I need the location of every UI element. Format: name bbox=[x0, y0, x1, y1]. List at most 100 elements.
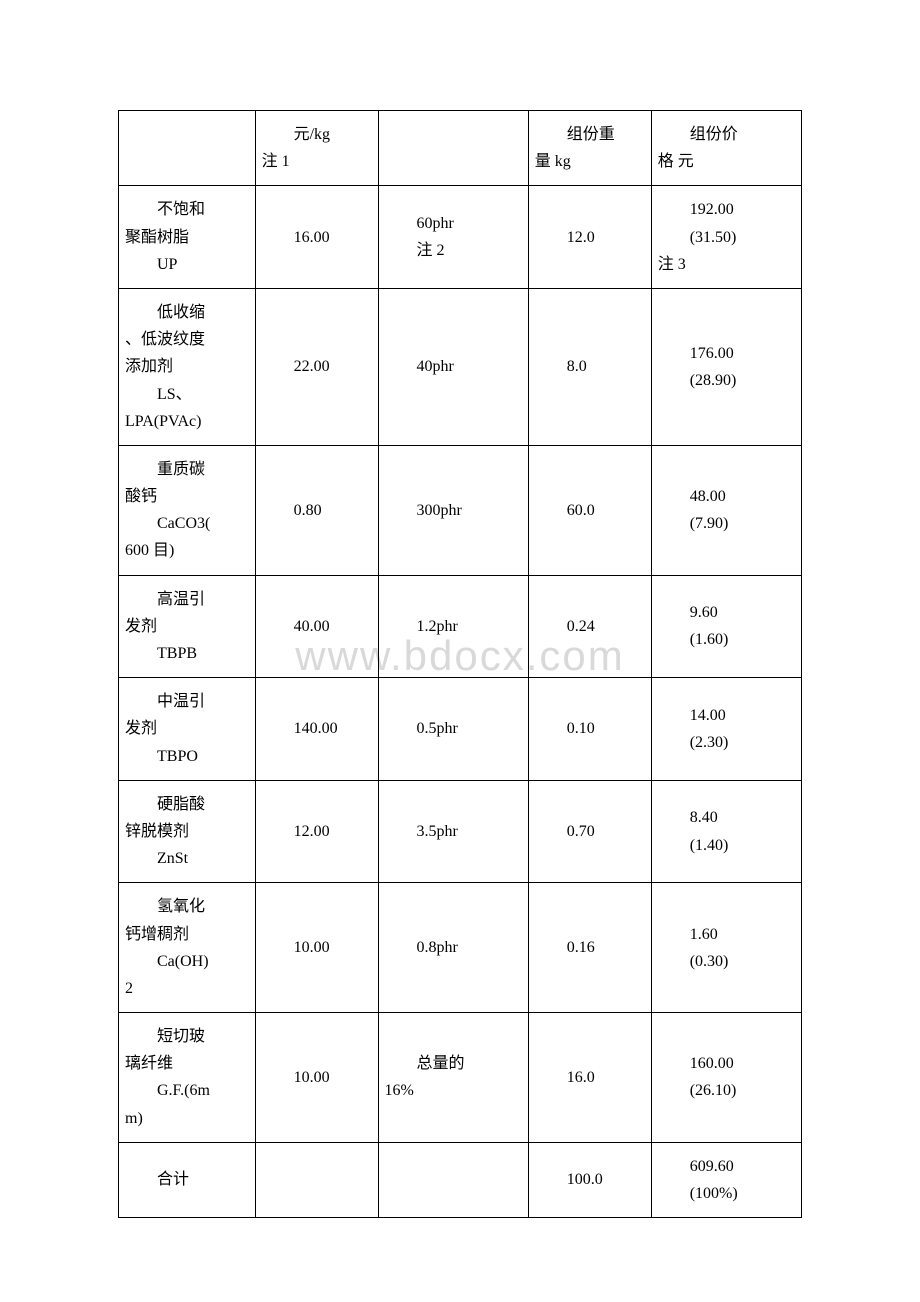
header-col2: 元/kg 注 1 bbox=[255, 111, 378, 186]
header-col5: 组份价 格 元 bbox=[651, 111, 801, 186]
amount-cell: 0.8phr bbox=[378, 883, 528, 1013]
weight-cell: 0.70 bbox=[528, 780, 651, 883]
footer-label-cell: 合计 bbox=[119, 1142, 256, 1217]
row3-name2: 发剂 bbox=[125, 613, 249, 640]
row5-cost2: (1.40) bbox=[658, 832, 795, 859]
row4-name1: 中温引 bbox=[125, 688, 249, 715]
amount-cell: 总量的 16% bbox=[378, 1013, 528, 1143]
row7-name4: m) bbox=[125, 1105, 249, 1132]
row3-name1: 高温引 bbox=[125, 586, 249, 613]
amount-cell: 300phr bbox=[378, 445, 528, 575]
row0-amount2: 注 2 bbox=[385, 237, 522, 264]
row3-weight: 0.24 bbox=[535, 613, 645, 640]
cost-cell: 160.00 (26.10) bbox=[651, 1013, 801, 1143]
row5-price: 12.00 bbox=[262, 818, 372, 845]
row4-cost1: 14.00 bbox=[658, 702, 795, 729]
row5-name3: ZnSt bbox=[125, 845, 249, 872]
row7-amount2: 16% bbox=[385, 1077, 522, 1104]
table-header-row: 元/kg 注 1 组份重 量 kg 组份价 格 元 bbox=[119, 111, 802, 186]
row7-name3: G.F.(6m bbox=[125, 1077, 249, 1104]
header-cost-label2: 格 元 bbox=[658, 148, 795, 175]
row2-cost2: (7.90) bbox=[658, 510, 795, 537]
weight-cell: 16.0 bbox=[528, 1013, 651, 1143]
material-name-cell: 低收缩 、低波纹度 添加剂 LS、 LPA(PVAc) bbox=[119, 288, 256, 445]
table-row: 不饱和 聚酯树脂 UP 16.00 60phr 注 2 12.0 192.00 … bbox=[119, 186, 802, 289]
table-footer-row: 合计 100.0 609.60 (100%) bbox=[119, 1142, 802, 1217]
material-name-cell: 短切玻 璃纤维 G.F.(6m m) bbox=[119, 1013, 256, 1143]
header-cost-label1: 组份价 bbox=[658, 121, 795, 148]
row1-price: 22.00 bbox=[262, 353, 372, 380]
header-price-note: 注 1 bbox=[262, 148, 372, 175]
table-row: 重质碳 酸钙 CaCO3( 600 目) 0.80 300phr 60.0 48… bbox=[119, 445, 802, 575]
row3-cost1: 9.60 bbox=[658, 599, 795, 626]
row7-cost1: 160.00 bbox=[658, 1050, 795, 1077]
footer-cost2: (100%) bbox=[658, 1180, 795, 1207]
row3-cost2: (1.60) bbox=[658, 626, 795, 653]
material-name-cell: 不饱和 聚酯树脂 UP bbox=[119, 186, 256, 289]
weight-cell: 60.0 bbox=[528, 445, 651, 575]
footer-amount-cell bbox=[378, 1142, 528, 1217]
weight-cell: 8.0 bbox=[528, 288, 651, 445]
row4-name3: TBPO bbox=[125, 743, 249, 770]
cost-cell: 48.00 (7.90) bbox=[651, 445, 801, 575]
table-row: 低收缩 、低波纹度 添加剂 LS、 LPA(PVAc) 22.00 40phr … bbox=[119, 288, 802, 445]
row0-weight: 12.0 bbox=[535, 224, 645, 251]
row1-name5: LPA(PVAc) bbox=[125, 408, 249, 435]
row7-amount1: 总量的 bbox=[385, 1050, 522, 1077]
row6-weight: 0.16 bbox=[535, 934, 645, 961]
row2-amount: 300phr bbox=[385, 497, 522, 524]
cost-cell: 9.60 (1.60) bbox=[651, 575, 801, 678]
amount-cell: 40phr bbox=[378, 288, 528, 445]
weight-cell: 0.10 bbox=[528, 678, 651, 781]
row0-amount1: 60phr bbox=[385, 210, 522, 237]
footer-cost1: 609.60 bbox=[658, 1153, 795, 1180]
row1-name3: 添加剂 bbox=[125, 353, 249, 380]
material-name-cell: 重质碳 酸钙 CaCO3( 600 目) bbox=[119, 445, 256, 575]
row6-name2: 钙增稠剂 bbox=[125, 921, 249, 948]
price-cell: 140.00 bbox=[255, 678, 378, 781]
row6-name3: Ca(OH) bbox=[125, 948, 249, 975]
table-row: 硬脂酸 锌脱模剂 ZnSt 12.00 3.5phr 0.70 8.40 (1.… bbox=[119, 780, 802, 883]
row6-cost1: 1.60 bbox=[658, 921, 795, 948]
row1-cost1: 176.00 bbox=[658, 340, 795, 367]
row2-name2: 酸钙 bbox=[125, 483, 249, 510]
cost-cell: 176.00 (28.90) bbox=[651, 288, 801, 445]
header-col1 bbox=[119, 111, 256, 186]
row3-amount: 1.2phr bbox=[385, 613, 522, 640]
row6-cost2: (0.30) bbox=[658, 948, 795, 975]
row2-name1: 重质碳 bbox=[125, 456, 249, 483]
row0-cost2: (31.50) bbox=[658, 224, 795, 251]
row7-name1: 短切玻 bbox=[125, 1023, 249, 1050]
price-cell: 40.00 bbox=[255, 575, 378, 678]
row4-price: 140.00 bbox=[262, 715, 372, 742]
header-col4: 组份重 量 kg bbox=[528, 111, 651, 186]
row0-name2: 聚酯树脂 bbox=[125, 224, 249, 251]
row1-cost2: (28.90) bbox=[658, 367, 795, 394]
amount-cell: 3.5phr bbox=[378, 780, 528, 883]
header-weight-label2: 量 kg bbox=[535, 148, 645, 175]
row0-name1: 不饱和 bbox=[125, 196, 249, 223]
row5-cost1: 8.40 bbox=[658, 804, 795, 831]
cost-cell: 8.40 (1.40) bbox=[651, 780, 801, 883]
material-name-cell: 氢氧化 钙增稠剂 Ca(OH) 2 bbox=[119, 883, 256, 1013]
table-row: 中温引 发剂 TBPO 140.00 0.5phr 0.10 14.00 (2.… bbox=[119, 678, 802, 781]
material-name-cell: 硬脂酸 锌脱模剂 ZnSt bbox=[119, 780, 256, 883]
cost-cell: 14.00 (2.30) bbox=[651, 678, 801, 781]
row3-price: 40.00 bbox=[262, 613, 372, 640]
row7-price: 10.00 bbox=[262, 1064, 372, 1091]
row7-weight: 16.0 bbox=[535, 1064, 645, 1091]
weight-cell: 12.0 bbox=[528, 186, 651, 289]
row2-weight: 60.0 bbox=[535, 497, 645, 524]
row4-amount: 0.5phr bbox=[385, 715, 522, 742]
footer-price-cell bbox=[255, 1142, 378, 1217]
amount-cell: 0.5phr bbox=[378, 678, 528, 781]
row2-name3: CaCO3( bbox=[125, 510, 249, 537]
footer-label: 合计 bbox=[125, 1166, 249, 1193]
table-row: 短切玻 璃纤维 G.F.(6m m) 10.00 总量的 16% 16.0 16… bbox=[119, 1013, 802, 1143]
row0-cost1: 192.00 bbox=[658, 196, 795, 223]
footer-weight-cell: 100.0 bbox=[528, 1142, 651, 1217]
weight-cell: 0.16 bbox=[528, 883, 651, 1013]
price-cell: 16.00 bbox=[255, 186, 378, 289]
table-row: 高温引 发剂 TBPB 40.00 1.2phr 0.24 9.60 (1.60… bbox=[119, 575, 802, 678]
row6-amount: 0.8phr bbox=[385, 934, 522, 961]
